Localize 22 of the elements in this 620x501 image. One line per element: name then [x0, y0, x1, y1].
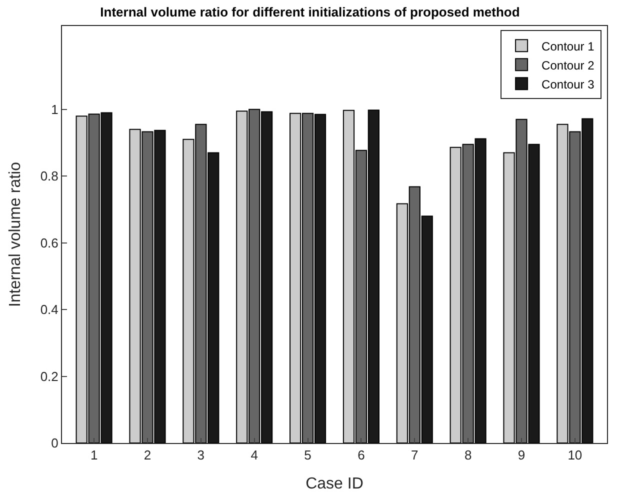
legend-label: Contour 1 — [542, 39, 595, 54]
y-tick-label: 0.6 — [40, 235, 58, 250]
x-tick-label: 7 — [411, 448, 418, 463]
x-tick-label: 1 — [90, 448, 98, 463]
legend-label: Contour 2 — [542, 58, 595, 72]
y-tick-label: 0 — [51, 436, 58, 451]
y-tick-label: 0.4 — [40, 302, 58, 318]
y-tick-label: 0.2 — [40, 368, 58, 384]
x-tick-label: 2 — [144, 448, 152, 463]
x-tick-label: 8 — [464, 448, 472, 463]
x-tick-label: 5 — [304, 448, 312, 463]
x-tick-label: 4 — [250, 448, 258, 463]
x-tick-label: 9 — [518, 448, 526, 463]
y-tick-label: 0.8 — [40, 168, 58, 184]
legend-label: Contour 3 — [542, 77, 595, 92]
x-axis-title: Case ID — [306, 475, 364, 492]
x-tick-label: 10 — [568, 448, 582, 463]
x-tick-label: 3 — [197, 448, 205, 463]
y-axis-title: Internal volume ratio — [7, 162, 24, 307]
y-tick-label: 1 — [51, 102, 58, 117]
chart-title: Internal volume ratio for different initializations of proposed method — [100, 4, 520, 20]
x-tick-label: 6 — [358, 448, 365, 463]
